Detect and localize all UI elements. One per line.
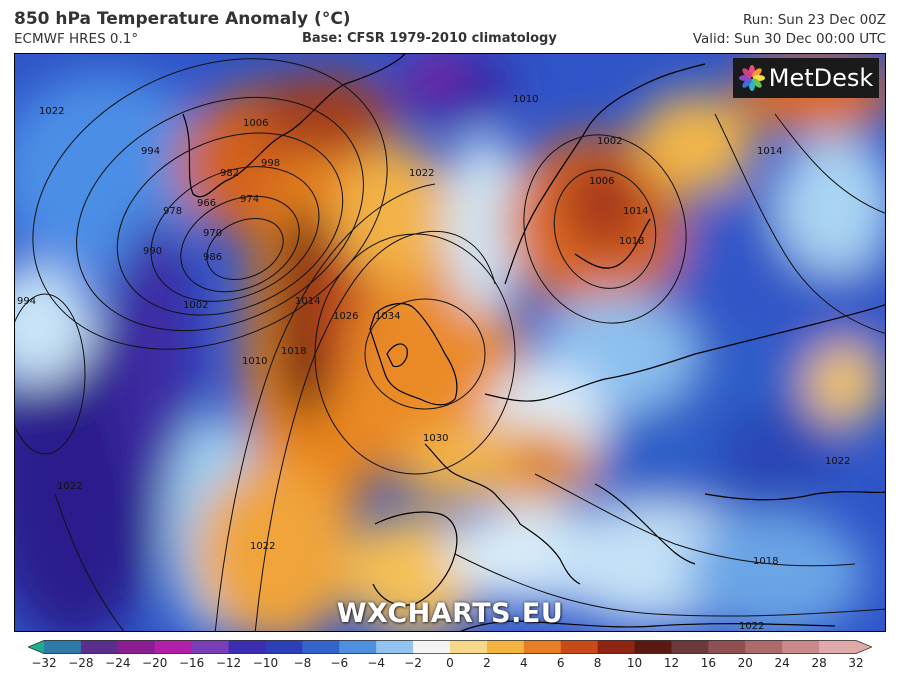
anomaly-map: 994 1006 998 982 966 974 978 970 986 990… [14,53,886,632]
isobar-label: 1022 [57,481,82,492]
wxcharts-watermark: WXCHARTS.EU [336,598,564,629]
colorbar-tick-label: 8 [593,656,602,670]
colorbar-segment [671,640,709,654]
isobar-label: 1026 [333,311,358,322]
colorbar-segment [450,640,488,654]
anomaly-map-canvas: 994 1006 998 982 966 974 978 970 986 990… [15,54,885,632]
colorbar-tick-label: 16 [700,656,716,670]
valid-time-label: Valid: Sun 30 Dec 00:00 UTC [692,31,886,47]
color-scale-bar [28,640,872,654]
colorbar-tick-label: 4 [519,656,528,670]
isobar-label: 1018 [281,346,306,357]
colorbar-outline [28,640,872,654]
colorbar-tick-label: 2 [483,656,491,670]
colorbar-segment [597,640,636,654]
colorbar-tick-label: −32 [31,656,57,670]
colorbar-tick-label: 20 [737,656,753,670]
map-title: 850 hPa Temperature Anomaly (°C) [14,9,351,29]
colorbar-tick-label: −10 [252,656,279,670]
isobars [15,58,885,631]
isobar-label: 1006 [589,176,614,187]
coastlines [182,54,885,631]
colorbar-tick-label: 32 [848,656,864,670]
colorbar-segment [44,640,82,654]
colorbar-segment [265,640,303,654]
colorbar-segment [486,640,525,654]
isobar-label: 986 [203,252,222,263]
isobar-label: 1034 [375,311,400,322]
colorbar-tick-label: 28 [811,656,827,670]
isobar-label: 1002 [183,300,208,311]
isobar-label: 974 [240,194,259,205]
colorbar-segment [339,640,377,654]
colorbar-segment [302,640,340,654]
colorbar-tick-label: −6 [330,656,349,670]
color-scale-ticks: −32 −28 −24 −20 −16 −12 −10 −8 −6 −4 −2 0 2 4 6 8 10 12 16… [0,656,900,676]
isobar-label: 1006 [243,118,268,129]
colorbar-tick-label: −12 [215,656,242,670]
isobar-label: 994 [17,296,36,307]
colorbar-tick-label: −16 [178,656,205,670]
colorbar-segment [80,640,119,654]
run-time-label: Run: Sun 23 Dec 00Z [742,12,886,28]
colorbar-segment [634,640,672,654]
isobar-label: 1010 [513,94,538,105]
isobar-label: 1014 [295,296,320,307]
metdesk-logo-text: MetDesk [768,64,874,92]
colorbar-segment [708,640,746,654]
isobar-label: 970 [203,228,222,239]
isobar-label: 1002 [597,136,622,147]
isobar-label: 990 [143,246,162,257]
isobar-label: 998 [261,158,280,169]
colorbar-segment [413,640,451,654]
colorbar-segment [191,640,230,654]
colorbar-segment [154,640,193,654]
isobar-label: 1018 [753,556,778,567]
metdesk-logo: MetDesk [733,58,879,98]
colorbar-segment [228,640,266,654]
isobar-label: 1022 [39,106,64,117]
isobar-label: 994 [141,146,160,157]
isobar-label: 978 [163,206,182,217]
colorbar-segment [819,640,857,654]
colorbar-tick-label: 24 [774,656,790,670]
isobar-label: 1014 [623,206,648,217]
colorbar-high-arrow [856,640,872,654]
colorbar-segment [560,640,599,654]
metdesk-flower-icon [738,65,765,91]
colorbar-segment [117,640,156,654]
colorbar-tick-label: −20 [142,656,168,670]
colorbar-segment [782,640,820,654]
colorbar-tick-label: 0 [446,656,454,670]
model-label: ECMWF HRES 0.1° [14,31,139,47]
isobar-label: 1022 [825,456,850,467]
colorbar-tick-label: 6 [556,656,565,670]
isobar-label: 1022 [409,168,434,179]
isobar-label: 1030 [423,433,448,444]
isobar-label: 1014 [757,146,782,157]
climatology-base-label: Base: CFSR 1979-2010 climatology [302,31,557,46]
isobar-label: 982 [220,168,239,179]
isobar-labels: 994 1006 998 982 966 974 978 970 986 990… [17,94,850,632]
colorbar-segment [523,640,562,654]
colorbar-tick-label: −8 [293,656,312,670]
colorbar-tick-label: 10 [626,656,643,670]
colorbar-segment [376,640,414,654]
isobar-label: 1022 [739,621,764,632]
isobar-label: 1010 [242,356,267,367]
isobar-label: 1022 [250,541,275,552]
colorbar-tick-label: −2 [404,656,422,670]
isobar-label: 1018 [619,236,644,247]
colorbar-tick-label: 12 [663,656,680,670]
isobar-label: 966 [197,198,216,209]
colorbar-tick-label: −4 [367,656,386,670]
colorbar-low-arrow [28,640,44,654]
colorbar-segment [745,640,783,654]
colorbar-tick-label: −28 [68,656,94,670]
color-scale-segments [28,640,872,654]
temperature-field [15,54,885,631]
colorbar-tick-label: −24 [105,656,131,670]
